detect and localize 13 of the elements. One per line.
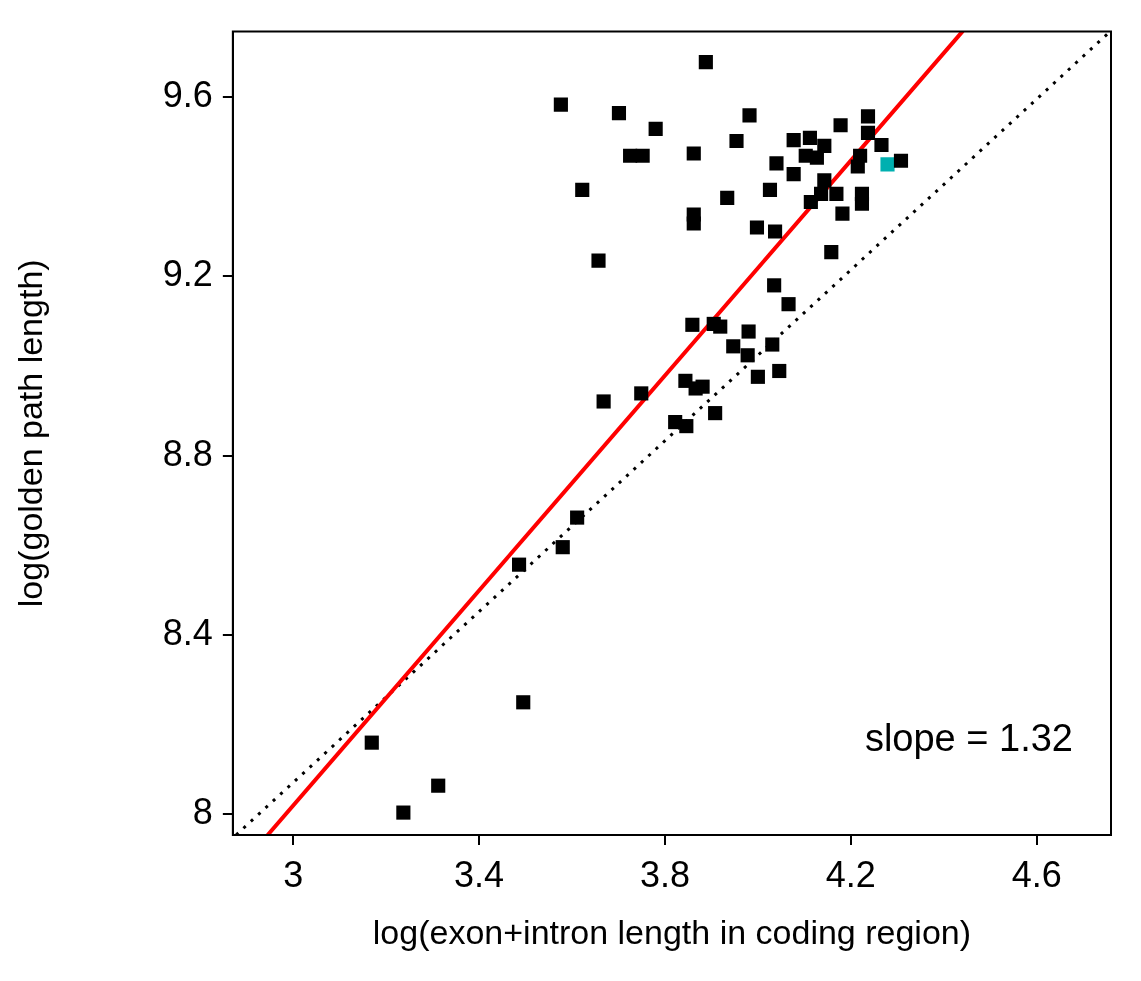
y-tick-label: 8.4 <box>162 611 213 653</box>
x-tick-label: 4.6 <box>1011 853 1062 895</box>
y-tick-label: 8.8 <box>162 432 213 474</box>
x-tick-label: 3.4 <box>454 853 505 895</box>
x-axis-title: log(exon+intron length in coding region) <box>372 912 972 951</box>
y-axis-title: log(golden path length) <box>10 259 49 608</box>
x-tick-label: 3 <box>283 853 304 895</box>
x-tick-label: 4.2 <box>825 853 876 895</box>
annotation: slope = 1.32 <box>864 717 1073 760</box>
y-tick-label: 9.6 <box>162 73 213 115</box>
y-tick-label: 9.2 <box>162 253 213 295</box>
y-tick-label: 8 <box>192 791 213 833</box>
x-tick-label: 3.8 <box>639 853 690 895</box>
